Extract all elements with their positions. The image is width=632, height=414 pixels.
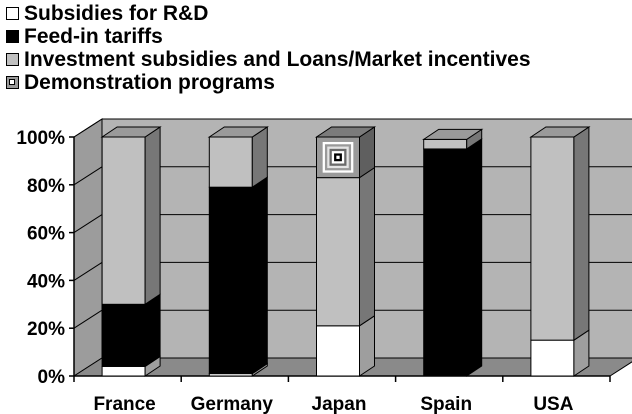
legend-label: Subsidies for R&D (24, 2, 209, 25)
x-tick-label: Spain (420, 394, 472, 414)
x-tick-label: USA (533, 394, 573, 414)
legend-item: Subsidies for R&D (6, 2, 531, 25)
y-tick-label: 100% (16, 128, 65, 149)
gridline-side (73, 166, 103, 186)
legend-swatch (6, 30, 19, 43)
x-tick-label: Germany (191, 394, 274, 414)
bar-segment-top (529, 126, 591, 138)
bar-segment-side (359, 166, 375, 327)
legend-label: Investment subsidies and Loans/Market in… (24, 48, 531, 71)
y-tick-label: 60% (27, 224, 65, 245)
bar-segment (316, 177, 360, 327)
bar-segment-side (251, 176, 268, 375)
legend-swatch (6, 7, 19, 20)
x-tick-label: France (93, 394, 155, 414)
gridline-side (73, 214, 103, 234)
y-tick-label: 40% (27, 271, 65, 292)
bar-segment-top (422, 128, 484, 140)
legend-label: Demonstration programs (24, 71, 275, 94)
bar-segment (101, 365, 146, 377)
legend-label: Feed-in tariffs (24, 25, 163, 48)
gridline-side (73, 309, 103, 329)
bar-segment-side (144, 126, 161, 306)
x-tick-label: Japan (312, 394, 367, 414)
legend-item: Demonstration programs (6, 71, 531, 94)
pattern-square (336, 155, 340, 159)
legend-item: Investment subsidies and Loans/Market in… (6, 48, 531, 71)
bar-segment (101, 303, 146, 367)
bar-segment (423, 148, 468, 377)
legend-item: Feed-in tariffs (6, 25, 531, 48)
bar-segment (208, 186, 253, 375)
bar-segment (530, 136, 575, 341)
legend-swatch (6, 76, 19, 89)
bar-segment-top (100, 126, 162, 138)
bar-segment-side (466, 138, 483, 377)
legend-swatch (6, 53, 19, 66)
y-tick-label: 0% (38, 367, 66, 388)
bar-segment (316, 325, 360, 377)
bar-segment (208, 136, 253, 188)
chart-legend: Subsidies for R&D Feed-in tariffs Invest… (6, 2, 531, 94)
chart-side-wall (73, 118, 103, 377)
bar-segment-top (314, 126, 377, 138)
bar-segment-side (144, 293, 161, 368)
bar-segment (101, 136, 146, 305)
bar-segment-top (207, 126, 269, 138)
gridline-side (73, 261, 103, 281)
gridline-side (73, 118, 103, 138)
y-tick-label: 80% (27, 176, 65, 197)
y-tick-label: 20% (27, 319, 65, 340)
bar-segment (530, 339, 575, 377)
bar-segment-side (573, 126, 590, 342)
bar-segment (423, 138, 468, 150)
